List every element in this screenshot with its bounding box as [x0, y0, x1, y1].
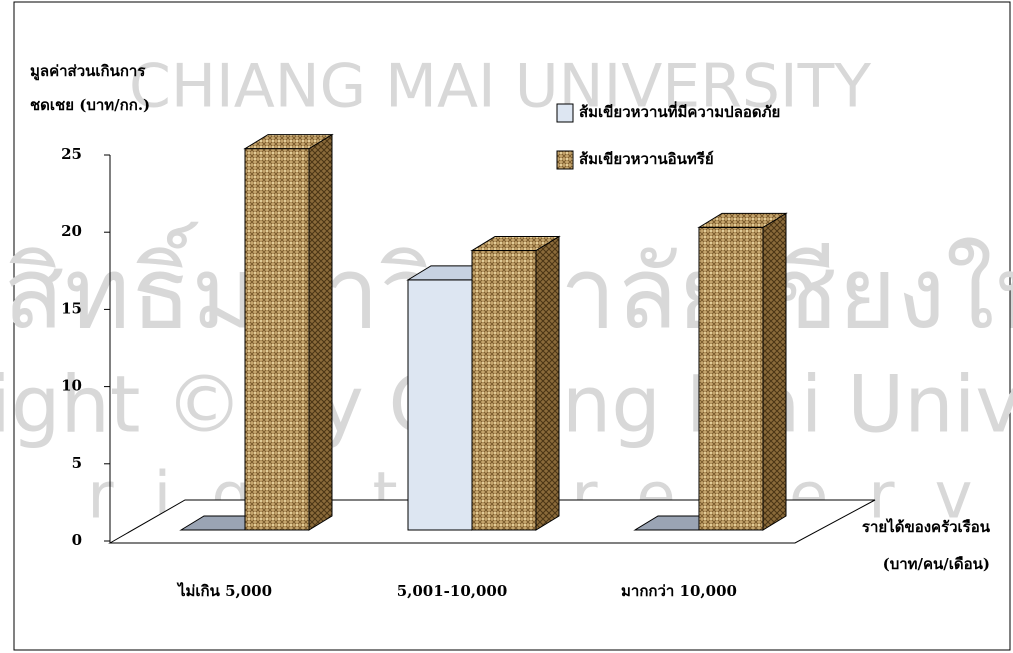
y-tick-label: 10 [61, 377, 82, 395]
x-axis-label: รายได้ของครัวเรือน [862, 517, 991, 536]
bar-front [471, 250, 537, 531]
y-tick-label: 0 [72, 531, 82, 549]
x-tick-label: 5,001-10,000 [397, 582, 508, 600]
bar-top [243, 134, 334, 150]
bar-front [244, 148, 310, 531]
frame [13, 1, 1011, 651]
x-tick-label: มากกว่า 10,000 [621, 582, 737, 600]
watermark-text: CHIANG MAI UNIVERSITY [129, 52, 871, 122]
legend-label: ส้มเขียวหวานที่มีความปลอดภัย [579, 101, 780, 121]
bar-side [535, 235, 560, 531]
y-tick-label: 15 [61, 299, 82, 317]
legend-swatch [556, 103, 574, 123]
y-tick-label: 5 [72, 454, 82, 472]
y-tick-label: 25 [61, 145, 82, 163]
y-axis-label: มูลค่าส่วนเกินการ [30, 62, 146, 81]
bar-side [762, 212, 787, 531]
x-axis-label: (บาท/คน/เดือน) [883, 555, 990, 573]
legend-label: ส้มเขียวหวานอินทรีย์ [579, 150, 714, 168]
legend-swatch [556, 150, 574, 170]
bar-side [308, 133, 333, 531]
y-axis-label: ชดเชย (บาท/กก.) [30, 96, 150, 114]
bar-front [407, 279, 473, 531]
bar-top [470, 236, 561, 252]
bar-top [697, 212, 788, 228]
y-tick-label: 20 [61, 222, 82, 240]
bar-front [698, 226, 764, 531]
x-tick-label: ไม่เกิน 5,000 [176, 581, 272, 600]
